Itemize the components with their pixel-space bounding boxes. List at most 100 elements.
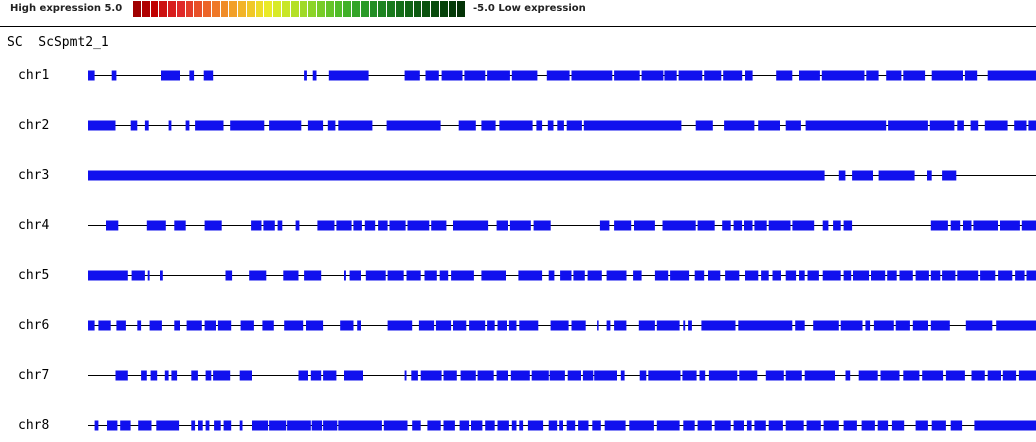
gene-block[interactable] <box>604 420 626 431</box>
gene-block[interactable] <box>871 270 886 281</box>
gene-block[interactable] <box>795 320 805 331</box>
gene-block[interactable] <box>383 420 408 431</box>
gene-block[interactable] <box>295 220 300 231</box>
gene-block[interactable] <box>861 420 875 431</box>
gene-block[interactable] <box>451 270 474 281</box>
gene-block[interactable] <box>349 270 361 281</box>
gene-block[interactable] <box>682 370 697 381</box>
gene-block[interactable] <box>435 320 452 331</box>
gene-block[interactable] <box>583 120 682 131</box>
gene-block[interactable] <box>987 70 1036 81</box>
gene-block[interactable] <box>614 320 627 331</box>
gene-block[interactable] <box>725 270 740 281</box>
gene-block[interactable] <box>496 220 508 231</box>
gene-block[interactable] <box>785 420 804 431</box>
gene-block[interactable] <box>161 70 180 81</box>
gene-block[interactable] <box>888 120 928 131</box>
gene-block[interactable] <box>477 370 494 381</box>
gene-block[interactable] <box>287 420 311 431</box>
gene-block[interactable] <box>427 420 441 431</box>
gene-block[interactable] <box>656 320 680 331</box>
gene-block[interactable] <box>407 220 430 231</box>
gene-block[interactable] <box>88 320 95 331</box>
gene-block[interactable] <box>138 420 152 431</box>
gene-block[interactable] <box>639 370 647 381</box>
gene-block[interactable] <box>406 270 421 281</box>
gene-block[interactable] <box>150 370 158 381</box>
gene-block[interactable] <box>323 420 338 431</box>
gene-block[interactable] <box>942 170 957 181</box>
gene-block[interactable] <box>510 370 530 381</box>
gene-block[interactable] <box>277 220 283 231</box>
gene-block[interactable] <box>799 270 805 281</box>
gene-block[interactable] <box>453 220 489 231</box>
gene-block[interactable] <box>88 120 116 131</box>
gene-block[interactable] <box>548 420 558 431</box>
gene-block[interactable] <box>130 120 138 131</box>
gene-block[interactable] <box>283 270 299 281</box>
gene-block[interactable] <box>312 70 317 81</box>
gene-block[interactable] <box>694 270 705 281</box>
gene-block[interactable] <box>107 420 118 431</box>
gene-block[interactable] <box>738 320 793 331</box>
gene-block[interactable] <box>174 320 180 331</box>
gene-block[interactable] <box>566 120 582 131</box>
gene-block[interactable] <box>340 320 354 331</box>
gene-block[interactable] <box>708 370 738 381</box>
gene-block[interactable] <box>629 420 654 431</box>
gene-block[interactable] <box>880 370 900 381</box>
gene-block[interactable] <box>964 70 978 81</box>
gene-block[interactable] <box>662 220 696 231</box>
gene-block[interactable] <box>697 220 715 231</box>
gene-block[interactable] <box>344 370 363 381</box>
gene-block[interactable] <box>311 420 323 431</box>
gene-block[interactable] <box>225 270 233 281</box>
gene-block[interactable] <box>973 220 998 231</box>
gene-block[interactable] <box>648 370 681 381</box>
gene-block[interactable] <box>411 370 418 381</box>
gene-block[interactable] <box>214 420 221 431</box>
gene-block[interactable] <box>98 320 111 331</box>
gene-block[interactable] <box>458 120 476 131</box>
gene-block[interactable] <box>404 70 420 81</box>
gene-block[interactable] <box>571 70 613 81</box>
gene-block[interactable] <box>840 320 863 331</box>
gene-block[interactable] <box>487 320 495 331</box>
gene-block[interactable] <box>189 70 195 81</box>
gene-block[interactable] <box>164 370 169 381</box>
gene-block[interactable] <box>1014 120 1027 131</box>
gene-block[interactable] <box>980 270 996 281</box>
gene-block[interactable] <box>298 370 309 381</box>
gene-block[interactable] <box>471 420 483 431</box>
gene-block[interactable] <box>443 370 457 381</box>
gene-block[interactable] <box>412 420 421 431</box>
gene-block[interactable] <box>304 70 307 81</box>
gene-block[interactable] <box>239 370 252 381</box>
gene-block[interactable] <box>88 70 95 81</box>
gene-block[interactable] <box>217 320 232 331</box>
gene-block[interactable] <box>439 270 449 281</box>
gene-block[interactable] <box>614 70 640 81</box>
gene-block[interactable] <box>464 70 486 81</box>
gene-block[interactable] <box>548 270 555 281</box>
gene-block[interactable] <box>772 270 782 281</box>
gene-block[interactable] <box>792 220 815 231</box>
gene-block[interactable] <box>912 320 928 331</box>
gene-block[interactable] <box>536 120 543 131</box>
gene-block[interactable] <box>204 220 222 231</box>
gene-block[interactable] <box>1026 270 1036 281</box>
gene-block[interactable] <box>597 320 599 331</box>
gene-block[interactable] <box>641 70 664 81</box>
gene-block[interactable] <box>111 70 117 81</box>
gene-block[interactable] <box>987 370 1001 381</box>
gene-block[interactable] <box>353 220 362 231</box>
gene-block[interactable] <box>387 270 404 281</box>
gene-block[interactable] <box>886 70 902 81</box>
gene-block[interactable] <box>357 320 361 331</box>
gene-block[interactable] <box>620 370 625 381</box>
gene-block[interactable] <box>120 420 131 431</box>
gene-block[interactable] <box>496 370 508 381</box>
gene-block[interactable] <box>186 320 202 331</box>
gene-block[interactable] <box>822 270 841 281</box>
gene-block[interactable] <box>638 320 655 331</box>
